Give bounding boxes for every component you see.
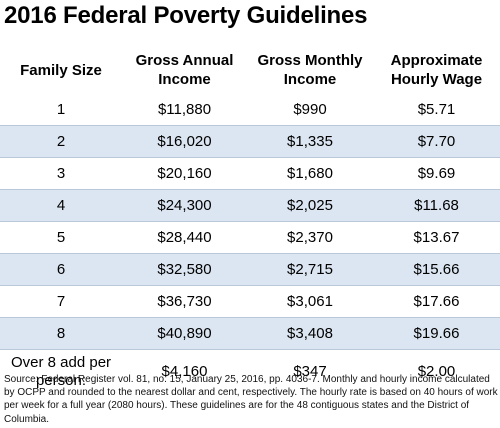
page-title: 2016 Federal Poverty Guidelines (4, 2, 368, 29)
family-size-cell: 1 (0, 94, 122, 126)
hourly-wage-cell: $5.71 (373, 94, 500, 126)
table-row: 3 $20,160 $1,680 $9.69 (0, 157, 500, 190)
table-row: 4 $24,300 $2,025 $11.68 (0, 189, 500, 222)
family-size-cell: 2 (0, 125, 122, 158)
monthly-income-cell: $990 (247, 94, 373, 126)
family-size-cell: 8 (0, 317, 122, 350)
monthly-income-cell: $3,061 (247, 285, 373, 318)
table-row: 5 $28,440 $2,370 $13.67 (0, 221, 500, 254)
hourly-wage-cell: $19.66 (373, 317, 500, 350)
table-header-row: Family Size Gross Annual Income Gross Mo… (0, 46, 500, 94)
additional-person-label: Over 8 add per person: (10, 353, 112, 389)
annual-income-cell: $11,880 (122, 94, 247, 126)
poverty-guidelines-table: Family Size Gross Annual Income Gross Mo… (0, 46, 500, 393)
annual-income-cell: $28,440 (122, 221, 247, 254)
additional-monthly-cell: $347 (293, 362, 327, 380)
annual-income-cell: $24,300 (122, 189, 247, 222)
table-row: 2 $16,020 $1,335 $7.70 (0, 125, 500, 158)
header-gross-monthly-income: Gross Monthly Income (257, 52, 363, 88)
family-size-cell: 4 (0, 189, 122, 222)
header-approximate-hourly-wage: Approximate Hourly Wage (390, 52, 483, 88)
family-size-cell: 6 (0, 253, 122, 286)
annual-income-cell: $36,730 (122, 285, 247, 318)
hourly-wage-cell: $17.66 (373, 285, 500, 318)
family-size-cell: 3 (0, 157, 122, 190)
monthly-income-cell: $2,370 (247, 221, 373, 254)
monthly-income-cell: $2,025 (247, 189, 373, 222)
hourly-wage-cell: $7.70 (373, 125, 500, 158)
source-note: Source: Federal Register vol. 81, no. 15… (4, 374, 498, 425)
header-family-size: Family Size (20, 61, 102, 79)
header-gross-annual-income: Gross Annual Income (135, 52, 234, 88)
table-row: 7 $36,730 $3,061 $17.66 (0, 285, 500, 318)
monthly-income-cell: $3,408 (247, 317, 373, 350)
family-size-cell: 7 (0, 285, 122, 318)
additional-annual-cell: $4,160 (161, 362, 208, 380)
table-row: 6 $32,580 $2,715 $15.66 (0, 253, 500, 286)
additional-hourly-cell: $2.00 (417, 362, 456, 380)
hourly-wage-cell: $15.66 (373, 253, 500, 286)
hourly-wage-cell: $11.68 (373, 189, 500, 222)
additional-person-row: Over 8 add per person: $4,160 $347 $2.00 (0, 350, 500, 394)
monthly-income-cell: $2,715 (247, 253, 373, 286)
annual-income-cell: $40,890 (122, 317, 247, 350)
hourly-wage-cell: $13.67 (373, 221, 500, 254)
annual-income-cell: $16,020 (122, 125, 247, 158)
annual-income-cell: $32,580 (122, 253, 247, 286)
family-size-cell: 5 (0, 221, 122, 254)
table-row: 1 $11,880 $990 $5.71 (0, 94, 500, 126)
annual-income-cell: $20,160 (122, 157, 247, 190)
hourly-wage-cell: $9.69 (373, 157, 500, 190)
monthly-income-cell: $1,335 (247, 125, 373, 158)
monthly-income-cell: $1,680 (247, 157, 373, 190)
table-row: 8 $40,890 $3,408 $19.66 (0, 317, 500, 350)
